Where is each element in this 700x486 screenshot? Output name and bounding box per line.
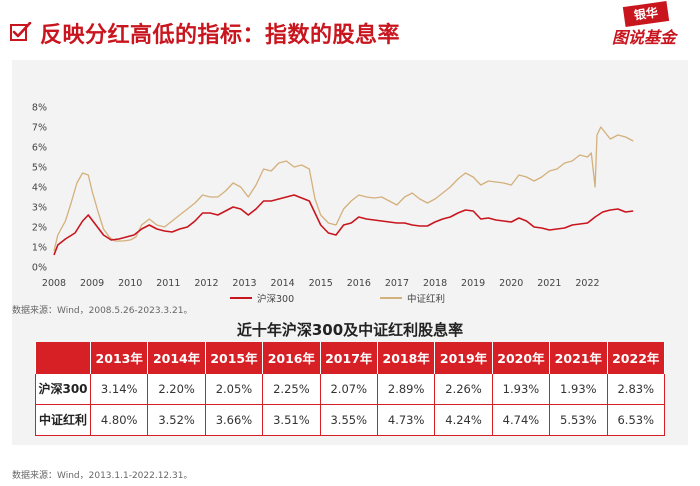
year-header: 2016年	[262, 342, 321, 373]
year-header: 2018年	[376, 342, 436, 373]
brand-logo: 银华 图说基金	[608, 1, 694, 47]
y-tick-label: 8%	[32, 103, 47, 114]
table-row: 沪深300 3.14% 2.20% 2.05% 2.25% 2.07% 2.89…	[35, 372, 666, 405]
x-tick-label: 2012	[194, 278, 218, 289]
x-tick-label: 2009	[80, 278, 104, 289]
table-cell: 4.24%	[434, 403, 493, 436]
table-cell: 4.74%	[491, 403, 551, 436]
year-header: 2021年	[549, 342, 608, 373]
table-cell: 2.26%	[434, 372, 493, 405]
table-cell: 2.20%	[147, 372, 206, 405]
checkbox-icon	[10, 22, 32, 41]
chart-source-note: 数据来源：Wind，2008.5.26-2023.3.21。	[12, 306, 193, 316]
table-cell: 3.55%	[319, 403, 378, 436]
year-header: 2013年	[89, 342, 149, 373]
year-header: 2022年	[606, 342, 666, 373]
row-label: 中证红利	[35, 403, 91, 436]
x-tick-label: 2022	[575, 278, 599, 289]
y-tick-label: 6%	[32, 143, 47, 154]
table-header-row: 2013年 2014年 2015年 2016年 2017年 2018年 2019…	[35, 342, 666, 373]
table-row: 中证红利 4.80% 3.52% 3.66% 3.51% 3.55% 4.73%…	[35, 403, 666, 436]
table-cell: 2.05%	[204, 372, 264, 405]
x-tick-label: 2011	[156, 278, 180, 289]
table-cell: 4.80%	[89, 403, 149, 436]
table-cell: 6.53%	[606, 403, 666, 436]
year-header: 2019年	[434, 342, 493, 373]
y-tick-label: 0%	[32, 263, 47, 274]
table-cell: 5.53%	[549, 403, 608, 436]
table-cell: 2.07%	[319, 372, 378, 405]
x-tick-label: 2010	[118, 278, 142, 289]
y-tick-label: 4%	[32, 183, 47, 194]
x-tick-label: 2021	[537, 278, 561, 289]
x-tick-label: 2013	[232, 278, 256, 289]
x-tick-label: 2016	[347, 278, 371, 289]
table-cell: 3.52%	[147, 403, 206, 436]
year-header: 2014年	[147, 342, 206, 373]
year-header: 2020年	[491, 342, 551, 373]
x-tick-label: 2020	[499, 278, 523, 289]
x-tick-label: 2018	[423, 278, 447, 289]
logo-bottom-text: 图说基金	[612, 28, 677, 47]
year-header: 2017年	[319, 342, 378, 373]
table-cell: 2.83%	[606, 372, 666, 405]
table-cell: 3.51%	[262, 403, 321, 436]
table-corner-cell	[35, 342, 91, 373]
table-cell: 2.89%	[376, 372, 436, 405]
dividend-yield-chart: 0% 1% 2% 3% 4% 5% 6% 7% 8% 2008 2009 2010 2011 2012 20…	[32, 103, 634, 305]
series-line	[53, 126, 634, 252]
table-title: 近十年沪深300及中证红利股息率	[236, 321, 464, 339]
page-title: 反映分红高低的指标：指数的股息率	[40, 23, 401, 48]
legend-label: 沪深300	[257, 293, 294, 305]
table-cell: 4.73%	[376, 403, 436, 436]
x-tick-label: 2008	[42, 278, 66, 289]
y-tick-label: 3%	[32, 203, 47, 214]
year-header: 2015年	[204, 342, 264, 373]
row-label: 沪深300	[35, 372, 91, 405]
y-tick-label: 5%	[32, 163, 47, 174]
table-source-note: 数据来源：Wind，2013.1.1-2022.12.31。	[12, 471, 193, 481]
table-cell: 1.93%	[491, 372, 551, 405]
table-cell: 2.25%	[262, 372, 321, 405]
x-tick-label: 2014	[271, 278, 295, 289]
x-tick-label: 2019	[461, 278, 485, 289]
x-tick-label: 2017	[385, 278, 409, 289]
table-cell: 3.66%	[204, 403, 264, 436]
dividend-yield-table: 2013年 2014年 2015年 2016年 2017年 2018年 2019…	[35, 342, 666, 436]
x-tick-label: 2015	[309, 278, 333, 289]
y-tick-label: 7%	[32, 123, 47, 134]
y-tick-label: 2%	[32, 223, 47, 234]
header: 反映分红高低的指标：指数的股息率 银华 图说基金	[0, 0, 700, 52]
table-cell: 1.93%	[549, 372, 608, 405]
table-cell: 3.14%	[89, 372, 149, 405]
series-line	[53, 194, 634, 256]
legend-label: 中证红利	[407, 293, 445, 305]
y-tick-label: 1%	[32, 243, 47, 254]
